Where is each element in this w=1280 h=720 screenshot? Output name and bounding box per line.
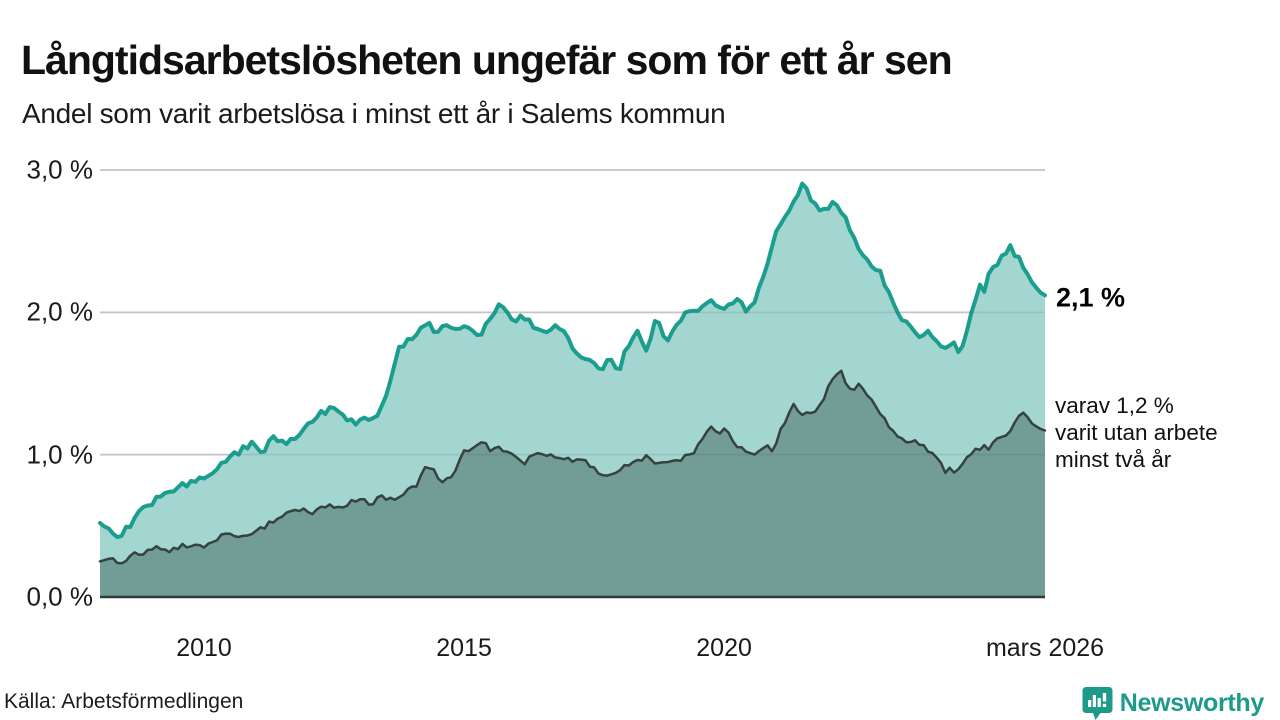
x-axis-label: mars 2026 <box>985 634 1105 662</box>
newsworthy-bubble-icon <box>1082 687 1113 720</box>
series-annotation: varav 1,2 % varit utan arbete minst två år <box>1055 393 1218 473</box>
x-axis-label: 2015 <box>436 634 492 662</box>
chart-subtitle: Andel som varit arbetslösa i minst ett å… <box>22 98 726 129</box>
y-axis-label: 1,0 % <box>26 439 94 470</box>
x-axis-label: 2020 <box>696 634 752 662</box>
y-axis-label: 3,0 % <box>26 154 94 185</box>
x-axis-label: 2010 <box>176 634 232 662</box>
brand-name: Newsworthy <box>1119 689 1265 717</box>
page-title: Långtidsarbetslösheten ungefär som för e… <box>21 37 953 84</box>
source-note: Källa: Arbetsförmedlingen <box>4 690 244 713</box>
y-axis-label: 2,0 % <box>26 296 94 327</box>
newsworthy-logo: Newsworthy <box>1082 686 1264 720</box>
series-line <box>98 181 1047 540</box>
area-fill <box>100 370 1045 597</box>
value-annotation: 2,1 % <box>1056 282 1126 313</box>
y-axis-label: 0,0 % <box>26 581 94 612</box>
series-line <box>98 369 1047 565</box>
